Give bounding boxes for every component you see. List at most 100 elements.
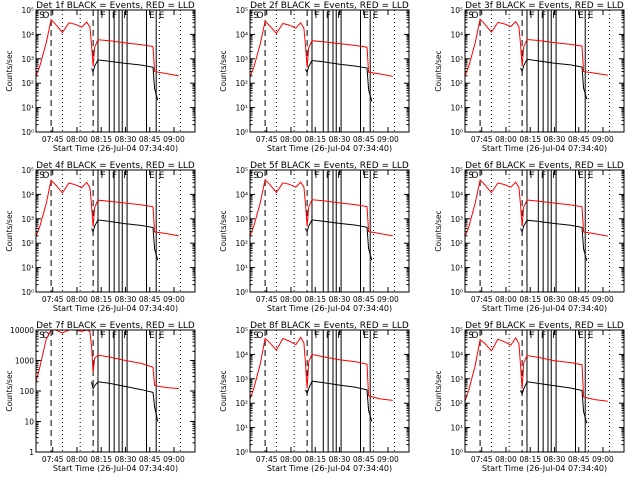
series-line-red [35, 329, 179, 390]
event-flag-label: F [101, 331, 106, 341]
y-axis-label: Counts/sec [5, 50, 14, 91]
event-flag-label: E [588, 331, 594, 341]
y-tick-label: 10³ [235, 375, 248, 384]
x-tick-label: 08:30 [544, 295, 566, 304]
event-flag-label: F [337, 11, 342, 21]
event-flag-label: F [541, 331, 546, 341]
y-tick-label: 10² [235, 239, 248, 248]
x-axis-label: Start Time (26-Jul-04 07:34:40) [267, 144, 392, 153]
event-flag-label: E [363, 331, 369, 341]
event-flag-label: F [530, 11, 535, 21]
y-tick-label: 10⁴ [21, 30, 34, 39]
y-tick-label: 10⁴ [235, 350, 248, 359]
x-tick-label: 09:00 [163, 135, 185, 144]
x-tick-label: 08:15 [304, 455, 326, 464]
event-flag-label: E [149, 171, 155, 181]
event-flag-label: F [315, 11, 320, 21]
x-tick-label: 08:15 [304, 295, 326, 304]
event-flag-label: E [373, 331, 379, 341]
series-line-red [464, 178, 608, 237]
y-tick-label: 10⁴ [450, 350, 463, 359]
event-flag-label: S [468, 171, 474, 181]
y-tick-label: 10000 [10, 326, 34, 335]
event-flag-label: E [159, 171, 165, 181]
y-axis-label: Counts/sec [434, 50, 443, 91]
event-flag-label: F [123, 331, 128, 341]
y-tick-label: 10³ [21, 55, 34, 64]
series-line-red [249, 20, 393, 78]
x-tick-label: 07:45 [256, 455, 278, 464]
x-tick-label: 08:30 [329, 295, 351, 304]
x-tick-label: 09:00 [592, 295, 614, 304]
x-tick-label: 07:45 [471, 135, 493, 144]
event-flag-label: O [42, 11, 49, 21]
event-flag-label: F [326, 331, 331, 341]
x-tick-label: 08:15 [304, 135, 326, 144]
x-tick-label: 07:45 [42, 295, 64, 304]
x-tick-label: 09:00 [592, 135, 614, 144]
event-flag-label: S [468, 11, 474, 21]
event-flag-label: E [578, 11, 584, 21]
y-tick-label: 10 [24, 418, 34, 427]
x-tick-label: 08:00 [66, 135, 88, 144]
y-tick-label: 10² [21, 239, 34, 248]
y-tick-label: 10¹ [450, 104, 463, 113]
event-flag-label: F [326, 171, 331, 181]
x-tick-label: 07:45 [256, 135, 278, 144]
event-flag-label: E [159, 11, 165, 21]
x-tick-label: 07:45 [471, 295, 493, 304]
x-tick-label: 08:15 [519, 455, 541, 464]
y-tick-label: 10³ [450, 55, 463, 64]
x-tick-label: 08:15 [90, 295, 112, 304]
y-tick-label: 10⁴ [235, 30, 248, 39]
y-tick-label: 10⁰ [450, 288, 463, 297]
event-flag-label: E [363, 11, 369, 21]
y-tick-label: 10⁰ [21, 288, 34, 297]
series-line-red [464, 18, 608, 77]
event-flag-label: E [578, 171, 584, 181]
event-flag-label: F [552, 331, 557, 341]
y-tick-label: 10³ [235, 55, 248, 64]
chart-title: Det 9f BLACK = Events, RED = LLD [465, 321, 624, 331]
x-tick-label: 08:30 [544, 135, 566, 144]
event-flag-label: E [373, 171, 379, 181]
x-tick-label: 07:45 [256, 295, 278, 304]
series-line-black [305, 219, 373, 261]
series-line-black [91, 219, 159, 261]
event-flag-label: O [256, 331, 263, 341]
y-tick-label: 10² [235, 399, 248, 408]
series-line-black [520, 381, 588, 424]
y-tick-label: 10⁰ [450, 128, 463, 137]
y-axis-label: Counts/sec [219, 50, 228, 91]
event-flag-label: F [101, 171, 106, 181]
y-axis-label: Counts/sec [434, 370, 443, 411]
event-flag-label: E [373, 11, 379, 21]
event-flag-label: E [363, 171, 369, 181]
event-flag-label: F [123, 171, 128, 181]
x-tick-label: 09:00 [377, 455, 399, 464]
y-tick-label: 10⁰ [235, 128, 248, 137]
x-axis-label: Start Time (26-Jul-04 07:34:40) [53, 464, 178, 473]
x-axis-label: Start Time (26-Jul-04 07:34:40) [482, 464, 607, 473]
plot-frame [464, 9, 625, 133]
y-tick-label: 10⁰ [21, 128, 34, 137]
plot-frame [464, 329, 625, 453]
x-tick-label: 07:45 [471, 455, 493, 464]
chart-title: Det 1f BLACK = Events, RED = LLD [36, 1, 195, 11]
x-tick-label: 08:30 [329, 455, 351, 464]
y-tick-label: 10⁰ [450, 448, 463, 457]
series-line-black [91, 59, 159, 101]
event-flag-label: F [552, 11, 557, 21]
x-tick-label: 08:00 [495, 135, 517, 144]
series-line-black [91, 381, 159, 422]
y-tick-label: 10¹ [235, 104, 248, 113]
plot-frame [464, 169, 625, 293]
event-flag-label: E [149, 11, 155, 21]
y-axis-label: Counts/sec [5, 370, 14, 411]
chart-title: Det 5f BLACK = Events, RED = LLD [250, 161, 409, 171]
event-flag-label: E [159, 331, 165, 341]
